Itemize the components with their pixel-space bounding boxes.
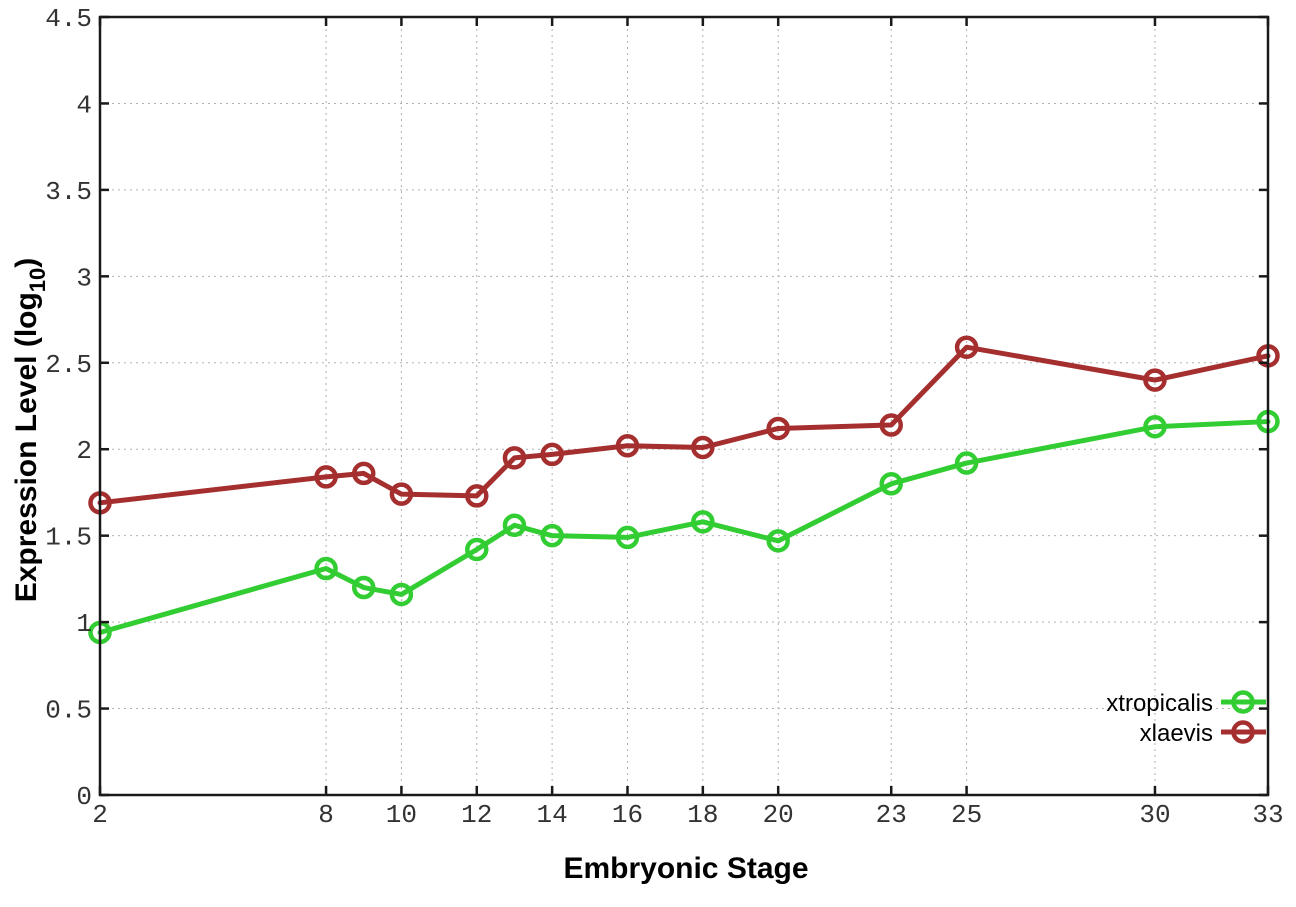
data-point-xlaevis: [1143, 368, 1167, 392]
series-line-xtropicalis: [97, 419, 1271, 635]
x-tick-label: 20: [763, 800, 794, 830]
tick-labels: 0 0.5 1 1.5 2 2.5 3 3.5 4 4.5 2 8 10 12 14 16 18 20 23 25 30…: [45, 4, 1283, 830]
y-tick-label: 4.5: [45, 4, 92, 34]
data-point-xlaevis: [540, 442, 564, 467]
data-point-xtropicalis: [879, 472, 903, 496]
data-point-xlaevis: [465, 484, 489, 508]
y-tick-label: 0: [76, 782, 92, 812]
data-point-xtropicalis: [1143, 414, 1167, 439]
x-tick-label: 33: [1252, 800, 1283, 830]
data-point-xlaevis: [691, 435, 715, 460]
x-tick-label: 25: [951, 800, 982, 830]
x-tick-label: 10: [386, 800, 417, 830]
y-tick-label: 1: [76, 609, 92, 639]
series-layer: [88, 335, 1280, 645]
data-point-xlaevis: [615, 434, 640, 458]
y-tick-label: 2.5: [45, 350, 92, 380]
x-tick-label: 16: [612, 800, 643, 830]
legend-label-xtropicalis: xtropicalis: [1106, 690, 1213, 717]
x-tick-label: 18: [687, 800, 718, 830]
y-tick-label: 1.5: [45, 523, 92, 553]
data-point-xlaevis: [954, 335, 979, 359]
x-tick-label: 8: [318, 800, 334, 830]
series-line-xlaevis: [97, 344, 1271, 506]
axis-ticks: [98, 15, 1270, 797]
legend: xtropicalis xlaevis: [1106, 690, 1266, 747]
data-point-xlaevis: [502, 446, 527, 470]
legend-item-xtropicalis: xtropicalis: [1106, 690, 1266, 717]
x-tick-label: 14: [537, 800, 568, 830]
data-point-xtropicalis: [766, 529, 790, 553]
y-tick-label: 0.5: [45, 696, 92, 726]
x-tick-label: 23: [876, 800, 907, 830]
y-axis-title-main: Expression Level (log: [10, 292, 43, 602]
legend-label-xlaevis: xlaevis: [1140, 720, 1213, 747]
x-tick-label: 2: [92, 800, 108, 830]
legend-sample-marker-xtropicalis: [1231, 690, 1255, 714]
y-axis-title-subscript: 10: [25, 268, 50, 292]
plot-border: [98, 15, 1270, 797]
legend-item-xlaevis: xlaevis: [1140, 720, 1266, 747]
data-point-xtropicalis: [615, 525, 640, 550]
x-tick-label: 30: [1139, 800, 1170, 830]
data-point-xlaevis: [314, 465, 338, 489]
data-point-xtropicalis: [351, 575, 376, 600]
y-tick-label: 3.5: [45, 177, 92, 207]
data-point-xlaevis: [879, 413, 903, 437]
data-point-xtropicalis: [389, 582, 414, 607]
data-point-xtropicalis: [502, 513, 527, 538]
data-point-xtropicalis: [691, 510, 715, 534]
x-tick-label: 12: [461, 800, 492, 830]
y-axis-title: Expression Level (log10): [10, 258, 50, 603]
data-point-xlaevis: [351, 461, 376, 486]
data-point-xtropicalis: [540, 523, 564, 548]
data-point-xtropicalis: [954, 451, 979, 475]
x-axis-title: Embryonic Stage: [563, 852, 808, 885]
data-point-xlaevis: [389, 482, 414, 506]
legend-sample-marker-xlaevis: [1231, 720, 1255, 744]
y-axis-title-end: ): [10, 258, 43, 268]
data-point-xlaevis: [766, 416, 790, 441]
gridlines: [100, 17, 1268, 795]
y-tick-label: 2: [76, 436, 92, 466]
data-point-xtropicalis: [314, 556, 338, 581]
y-tick-label: 4: [76, 90, 92, 120]
y-tick-label: 3: [76, 263, 92, 293]
data-point-xtropicalis: [465, 537, 489, 562]
